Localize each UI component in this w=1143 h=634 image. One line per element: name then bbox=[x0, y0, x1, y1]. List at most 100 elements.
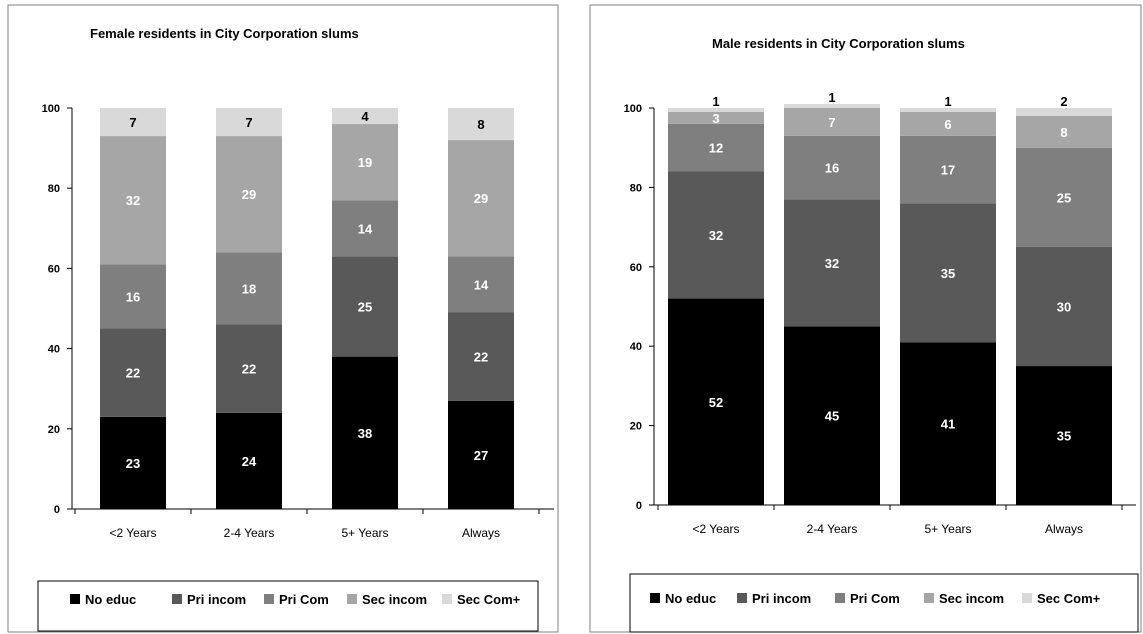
y-tick-label: 60 bbox=[630, 262, 642, 274]
data-label: 16 bbox=[126, 289, 140, 304]
y-tick-label: 40 bbox=[48, 344, 60, 356]
bar-segment-pri-incom bbox=[332, 256, 398, 357]
y-tick-label: 40 bbox=[630, 341, 642, 353]
bar-segment-pri-com bbox=[1016, 147, 1112, 247]
data-label: 16 bbox=[825, 161, 839, 176]
bar-segment-no-educ bbox=[216, 412, 282, 509]
y-tick-label: 100 bbox=[42, 103, 60, 115]
bar-segment-sec-incom bbox=[668, 111, 764, 124]
data-label: 45 bbox=[825, 409, 839, 424]
data-label: 2 bbox=[1060, 94, 1067, 109]
legend-label: Pri Com bbox=[850, 591, 900, 606]
data-label: 25 bbox=[358, 299, 372, 314]
x-tick-label: 5+ Years bbox=[924, 522, 971, 536]
data-label: 30 bbox=[1057, 300, 1071, 315]
x-tick-label: 2-4 Years bbox=[807, 522, 858, 536]
bar-segment-sec-incom bbox=[100, 136, 166, 265]
bar-segment-sec-incom bbox=[1016, 115, 1112, 148]
data-label: 22 bbox=[126, 366, 140, 381]
bar-segment-no-educ bbox=[448, 400, 514, 509]
chart-title: Male residents in City Corporation slums bbox=[712, 36, 965, 51]
x-tick-label: 5+ Years bbox=[341, 526, 388, 540]
bar-segment-pri-incom bbox=[100, 328, 166, 417]
data-label: 38 bbox=[358, 426, 372, 441]
data-label: 14 bbox=[358, 221, 373, 236]
data-label: 23 bbox=[126, 456, 140, 471]
legend-swatch bbox=[650, 593, 660, 603]
legend-swatch bbox=[737, 593, 747, 603]
legend-swatch bbox=[172, 594, 182, 604]
legend-swatch bbox=[1022, 593, 1032, 603]
data-label: 35 bbox=[1057, 429, 1071, 444]
legend-swatch bbox=[835, 593, 845, 603]
legend-label: Sec Com+ bbox=[1037, 591, 1101, 606]
bar-segment-sec-com- bbox=[784, 104, 880, 108]
bar-segment-sec-com- bbox=[216, 108, 282, 137]
data-label: 32 bbox=[825, 256, 839, 271]
legend-swatch bbox=[70, 594, 80, 604]
data-label: 8 bbox=[477, 117, 484, 132]
data-label: 17 bbox=[941, 163, 955, 178]
legend-swatch bbox=[264, 594, 274, 604]
y-tick-label: 60 bbox=[48, 263, 60, 275]
y-tick-label: 80 bbox=[48, 183, 60, 195]
data-label: 27 bbox=[474, 448, 488, 463]
legend-label: Sec incom bbox=[362, 592, 427, 607]
bar-segment-sec-com- bbox=[100, 108, 166, 137]
bar-segment-pri-incom bbox=[784, 199, 880, 327]
y-tick-label: 0 bbox=[636, 500, 642, 512]
data-label: 6 bbox=[944, 117, 951, 132]
bar-segment-no-educ bbox=[332, 356, 398, 509]
bar-segment-no-educ bbox=[1016, 366, 1112, 505]
bar-segment-pri-com bbox=[100, 264, 166, 329]
legend-swatch bbox=[924, 593, 934, 603]
data-label: 52 bbox=[709, 395, 723, 410]
bar-segment-sec-incom bbox=[900, 111, 996, 136]
bar-segment-no-educ bbox=[900, 342, 996, 505]
data-label: 25 bbox=[1057, 190, 1071, 205]
data-label: 4 bbox=[361, 109, 369, 124]
data-label: 1 bbox=[944, 94, 951, 109]
legend-swatch bbox=[442, 594, 452, 604]
data-label: 7 bbox=[828, 115, 835, 130]
x-tick-label: Always bbox=[1045, 522, 1083, 536]
legend-label: No educ bbox=[665, 591, 716, 606]
bar-segment-pri-com bbox=[900, 135, 996, 204]
bar-segment-pri-incom bbox=[448, 312, 514, 401]
bar-segment-pri-incom bbox=[668, 171, 764, 299]
x-tick-label: 2-4 Years bbox=[224, 526, 275, 540]
legend-swatch bbox=[347, 594, 357, 604]
legend-label: Sec incom bbox=[939, 591, 1004, 606]
x-tick-label: <2 Years bbox=[109, 526, 156, 540]
data-label: 22 bbox=[474, 350, 488, 365]
chart-title: Female residents in City Corporation slu… bbox=[90, 26, 359, 41]
data-label: 8 bbox=[1060, 125, 1067, 140]
legend-label: Pri Com bbox=[279, 592, 329, 607]
data-label: 7 bbox=[129, 115, 136, 130]
bar-segment-pri-com bbox=[216, 252, 282, 325]
data-label: 19 bbox=[358, 155, 372, 170]
data-label: 22 bbox=[242, 362, 256, 377]
y-tick-label: 100 bbox=[624, 103, 642, 115]
bar-segment-pri-com bbox=[784, 135, 880, 200]
data-label: 1 bbox=[828, 90, 835, 105]
bar-segment-pri-incom bbox=[1016, 246, 1112, 367]
bar-segment-pri-com bbox=[668, 123, 764, 172]
data-label: 7 bbox=[245, 115, 252, 130]
data-label: 18 bbox=[242, 281, 256, 296]
chart-panel-2: Male residents in City Corporation slums… bbox=[589, 4, 1142, 633]
bar-segment-sec-com- bbox=[448, 108, 514, 141]
legend bbox=[629, 573, 1139, 633]
bar-segment-pri-com bbox=[448, 256, 514, 313]
data-label: 32 bbox=[126, 193, 140, 208]
data-label: 1 bbox=[712, 94, 719, 109]
legend-label: Pri incom bbox=[187, 592, 246, 607]
data-label: 32 bbox=[709, 228, 723, 243]
y-tick-label: 80 bbox=[630, 182, 642, 194]
bar-segment-sec-com- bbox=[900, 108, 996, 112]
data-label: 35 bbox=[941, 266, 955, 281]
bar-segment-no-educ bbox=[668, 298, 764, 505]
data-label: 29 bbox=[242, 187, 256, 202]
bar-segment-no-educ bbox=[100, 416, 166, 509]
